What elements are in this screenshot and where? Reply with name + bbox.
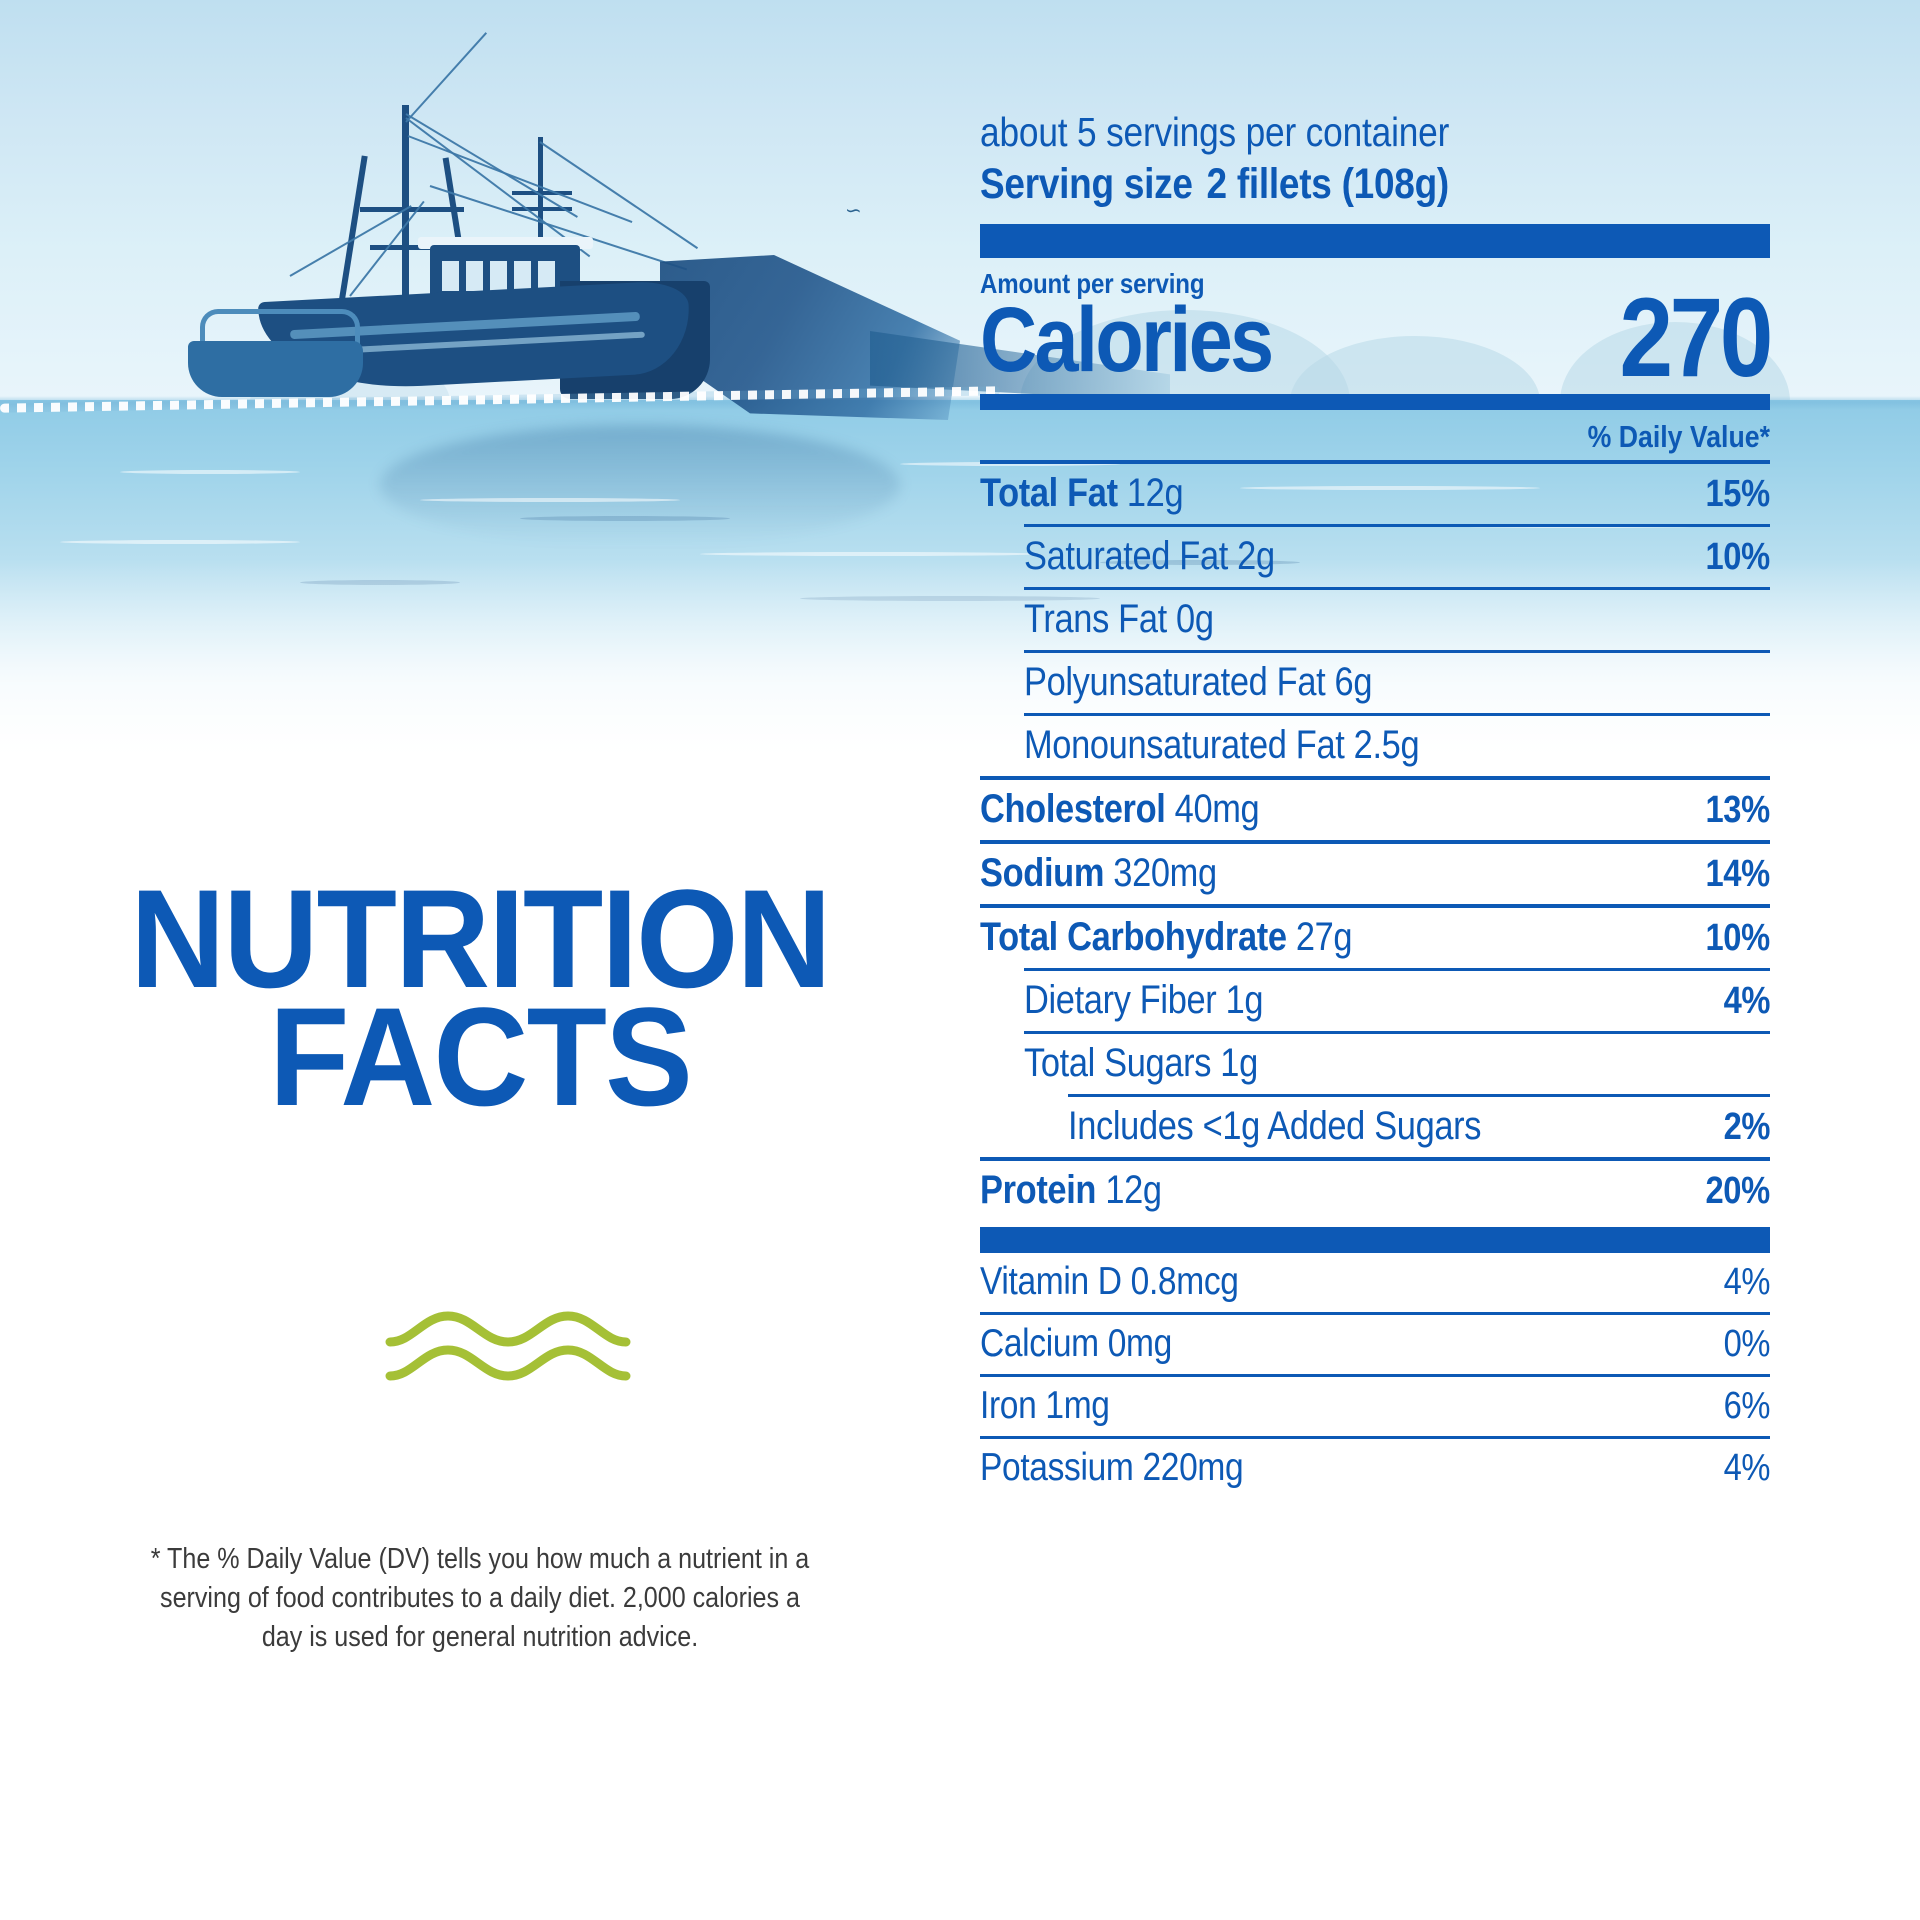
divider-bar-thick xyxy=(980,224,1770,258)
nutrient-name: Trans Fat 0g xyxy=(1024,597,1214,641)
nutrient-daily-value: 10% xyxy=(1705,536,1771,578)
nutrient-name: Total Sugars 1g xyxy=(1024,1041,1258,1085)
nutrient-name: Total Carbohydrate 27g xyxy=(980,915,1353,959)
calories-label: Calories xyxy=(980,289,1274,391)
micronutrient-daily-value: 0% xyxy=(1723,1323,1770,1365)
nutrient-name: Dietary Fiber 1g xyxy=(1024,978,1264,1022)
divider-bar-bottom xyxy=(980,1227,1770,1253)
wave-icon xyxy=(385,1311,631,1381)
wave-decoration xyxy=(60,1290,900,1400)
water-reflection xyxy=(380,425,900,545)
nutrient-row: Sodium 320mg 14% xyxy=(980,844,1770,904)
nutrient-name: Sodium 320mg xyxy=(980,851,1217,895)
micronutrient-rows: Vitamin D 0.8mcg 4% Calcium 0mg 0% Iron 1mg 6… xyxy=(980,1253,1770,1498)
nutrient-name: Protein 12g xyxy=(980,1168,1162,1212)
bird-icon: ∽ xyxy=(845,200,862,222)
micronutrient-name: Calcium 0mg xyxy=(980,1322,1172,1365)
micronutrient-daily-value: 4% xyxy=(1723,1261,1770,1303)
amount-per-serving-label: Amount per serving xyxy=(980,268,1205,299)
small-boat xyxy=(188,341,363,397)
nutrient-daily-value: 10% xyxy=(1705,917,1771,959)
servings-per-container: about 5 servings per container xyxy=(980,109,1450,155)
fishing-trawler xyxy=(0,32,1170,545)
page-title: NUTRITION FACTS xyxy=(60,860,900,1135)
row-divider xyxy=(1024,713,1770,716)
row-divider xyxy=(1068,1094,1770,1097)
headline-line-1: NUTRITION xyxy=(130,860,831,1017)
calories-value: 270 xyxy=(1619,275,1774,400)
photo-fade xyxy=(0,560,1920,760)
nutrient-daily-value: 14% xyxy=(1705,853,1771,895)
nutrient-row: Includes <1g Added Sugars 2% xyxy=(980,1097,1770,1157)
nutrient-name: Includes <1g Added Sugars xyxy=(1068,1104,1482,1148)
calories-row: Calories 270 xyxy=(980,275,1774,400)
row-divider xyxy=(980,1312,1770,1315)
row-divider xyxy=(980,904,1770,908)
nutrient-row: Total Sugars 1g xyxy=(980,1034,1770,1094)
nutrient-daily-value: 15% xyxy=(1705,473,1771,515)
headline-line-2: FACTS xyxy=(269,978,693,1135)
row-divider xyxy=(980,1157,1770,1161)
micronutrient-row: Calcium 0mg 0% xyxy=(980,1315,1770,1374)
micronutrient-row: Vitamin D 0.8mcg 4% xyxy=(980,1253,1770,1312)
daily-value-header: % Daily Value* xyxy=(1587,419,1770,454)
divider-bar-medium xyxy=(980,394,1770,410)
nutrient-daily-value: 4% xyxy=(1723,980,1770,1022)
fishing-boat-photo: ∽ xyxy=(0,0,1920,760)
row-divider xyxy=(980,460,1770,464)
micronutrient-daily-value: 4% xyxy=(1723,1447,1770,1489)
row-divider xyxy=(1024,524,1770,527)
nutrient-daily-value: 13% xyxy=(1705,789,1771,831)
row-divider xyxy=(1024,650,1770,653)
nutrient-row: Total Carbohydrate 27g 10% xyxy=(980,908,1770,968)
nutrient-row: Protein 12g 20% xyxy=(980,1161,1770,1221)
daily-value-footnote: * The % Daily Value (DV) tells you how m… xyxy=(150,1543,810,1653)
nutrition-facts-panel: about 5 servings per container Serving s… xyxy=(980,108,1774,1498)
nutrient-name: Monounsaturated Fat 2.5g xyxy=(1024,723,1420,767)
nutrient-daily-value: 20% xyxy=(1705,1170,1771,1212)
small-boat-canopy xyxy=(200,309,360,350)
row-divider xyxy=(1024,968,1770,971)
nutrient-rows: Total Fat 12g 15% Saturated Fat 2g 10% Trans… xyxy=(980,460,1770,1221)
nutrient-row: Cholesterol 40mg 13% xyxy=(980,780,1770,840)
serving-size-row: Serving size 2 fillets (108g) xyxy=(980,158,1770,210)
nutrient-row: Saturated Fat 2g 10% xyxy=(980,527,1770,587)
nutrient-row: Monounsaturated Fat 2.5g xyxy=(980,716,1770,776)
nutrient-name: Total Fat 12g xyxy=(980,471,1184,515)
micronutrient-daily-value: 6% xyxy=(1723,1385,1770,1427)
serving-size-label: Serving size xyxy=(980,160,1193,208)
row-divider xyxy=(980,1374,1770,1377)
micronutrient-name: Potassium 220mg xyxy=(980,1446,1244,1489)
micronutrient-row: Iron 1mg 6% xyxy=(980,1377,1770,1436)
micronutrient-row: Potassium 220mg 4% xyxy=(980,1439,1770,1498)
row-divider xyxy=(1024,587,1770,590)
nutrient-name: Polyunsaturated Fat 6g xyxy=(1024,660,1373,704)
nutrient-name: Cholesterol 40mg xyxy=(980,787,1260,831)
row-divider xyxy=(980,840,1770,844)
serving-size-value: 2 fillets (108g) xyxy=(1206,160,1449,208)
row-divider xyxy=(1024,1031,1770,1034)
nutrient-row: Trans Fat 0g xyxy=(980,590,1770,650)
row-divider xyxy=(980,1436,1770,1439)
nutrient-name: Saturated Fat 2g xyxy=(1024,534,1275,578)
nutrient-row: Dietary Fiber 1g 4% xyxy=(980,971,1770,1031)
nutrient-row: Total Fat 12g 15% xyxy=(980,464,1770,524)
nutrient-row: Polyunsaturated Fat 6g xyxy=(980,653,1770,713)
row-divider xyxy=(980,776,1770,780)
micronutrient-name: Iron 1mg xyxy=(980,1384,1110,1427)
micronutrient-name: Vitamin D 0.8mcg xyxy=(980,1260,1239,1303)
nutrient-daily-value: 2% xyxy=(1723,1106,1770,1148)
